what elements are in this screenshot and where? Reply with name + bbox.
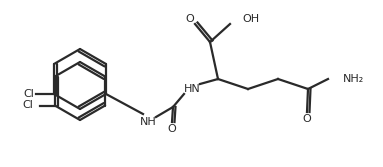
- Text: O: O: [168, 124, 177, 134]
- Text: NH₂: NH₂: [343, 74, 364, 84]
- Text: HN: HN: [183, 84, 200, 94]
- Text: NH: NH: [140, 117, 156, 127]
- Text: O: O: [303, 114, 311, 124]
- Text: O: O: [186, 14, 195, 24]
- Text: Cl: Cl: [22, 101, 33, 111]
- Text: OH: OH: [242, 14, 259, 24]
- Text: Cl: Cl: [23, 89, 34, 99]
